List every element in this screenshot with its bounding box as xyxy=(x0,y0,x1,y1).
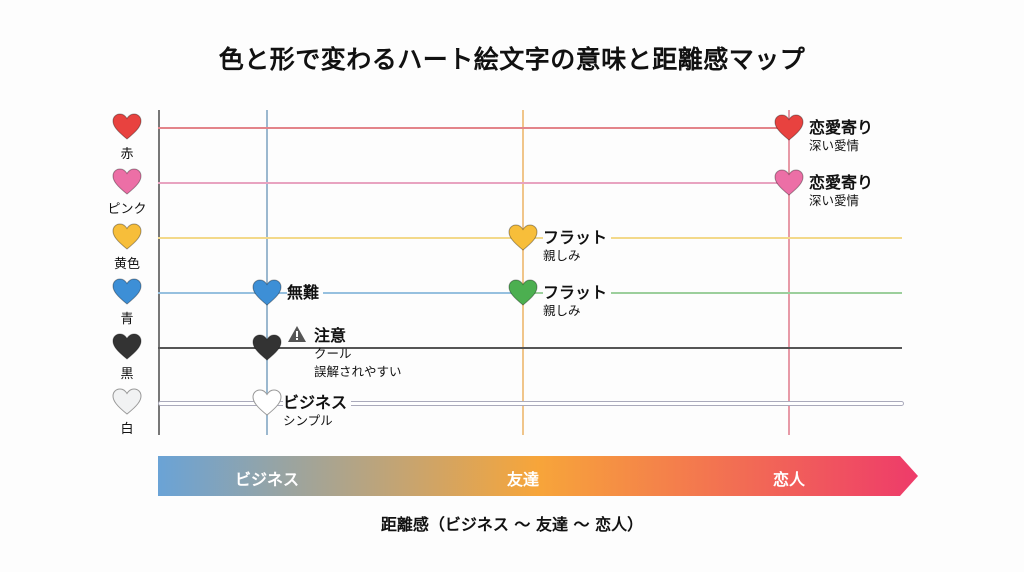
legend-heart-icon xyxy=(112,388,142,416)
row-line-green xyxy=(522,292,902,294)
row-label: ピンク xyxy=(107,202,147,217)
point-heart-icon xyxy=(774,169,804,197)
point-sublabel: 親しみ xyxy=(543,248,581,263)
row-label: 青 xyxy=(120,312,134,327)
point-heart-icon xyxy=(252,334,282,362)
row-line-pink xyxy=(158,182,788,184)
column-line-lover xyxy=(788,110,790,435)
point-label: フラット xyxy=(543,279,612,303)
legend-heart-icon xyxy=(112,278,142,306)
scale-caption: 距離感（ビジネス 〜 友達 〜 恋人） xyxy=(380,515,644,534)
scale-label-business: ビジネス xyxy=(234,470,300,489)
point-sublabel-2: 誤解されやすい xyxy=(314,364,402,379)
row-line-white xyxy=(158,401,904,406)
point-label: 恋愛寄り xyxy=(809,114,878,138)
point-label: ビジネス xyxy=(283,389,352,413)
legend-heart-icon xyxy=(112,223,142,251)
row-label: 赤 xyxy=(120,147,134,162)
point-heart-icon xyxy=(508,224,538,252)
point-heart-icon xyxy=(252,389,282,417)
legend-heart-icon xyxy=(112,113,142,141)
legend-heart-icon xyxy=(112,168,142,196)
point-sublabel: 親しみ xyxy=(543,303,581,318)
page-title: 色と形で変わるハート絵文字の意味と距離感マップ xyxy=(218,45,806,74)
point-label: 無難 xyxy=(287,279,324,303)
distance-scale-bar xyxy=(158,456,918,496)
point-sublabel: クール xyxy=(314,346,352,361)
point-label: 恋愛寄り xyxy=(809,169,878,193)
point-sublabel: 深い愛情 xyxy=(809,193,860,208)
column-line-business xyxy=(266,110,268,435)
scale-label-friend: 友達 xyxy=(506,470,540,489)
row-line-red xyxy=(158,127,788,129)
point-label: フラット xyxy=(543,224,612,248)
row-label: 黒 xyxy=(120,367,134,382)
row-label: 白 xyxy=(120,422,134,437)
point-heart-icon xyxy=(774,114,804,142)
row-line-blue xyxy=(158,292,522,294)
row-label: 黄色 xyxy=(113,257,140,272)
point-heart-icon xyxy=(252,279,282,307)
legend-heart-icon xyxy=(112,333,142,361)
point-sublabel: 深い愛情 xyxy=(809,138,860,153)
point-sublabel: シンプル xyxy=(283,413,333,428)
left-axis xyxy=(158,110,160,435)
warning-icon xyxy=(287,325,307,343)
column-line-friend xyxy=(522,110,524,435)
row-line-black xyxy=(158,347,902,349)
scale-label-lover: 恋人 xyxy=(772,470,806,489)
point-label: 注意 xyxy=(314,322,351,346)
point-heart-icon xyxy=(508,279,538,307)
